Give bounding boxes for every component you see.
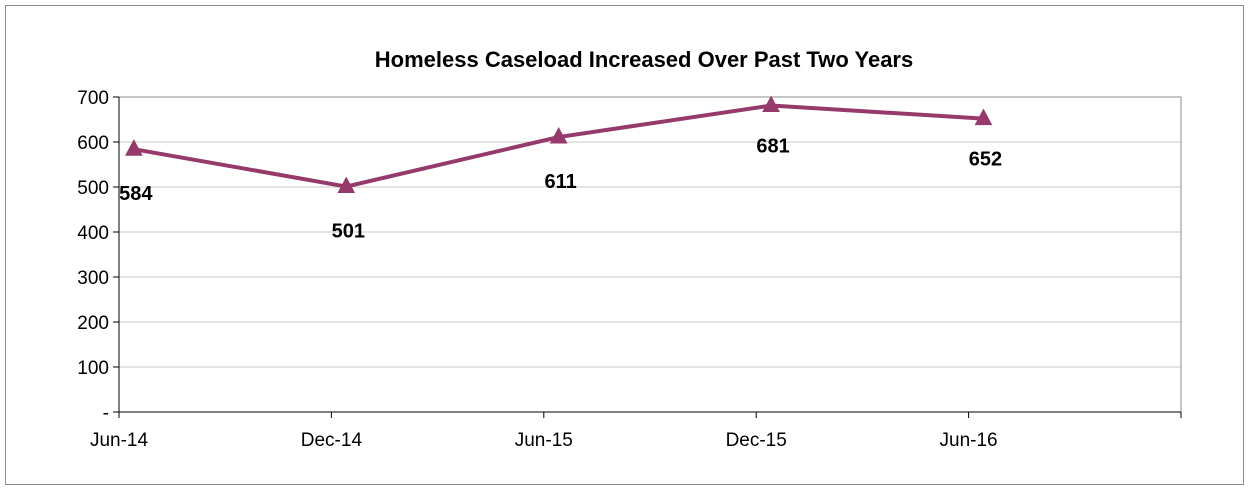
x-tick-label: Jun-14	[90, 430, 149, 451]
data-label: 584	[119, 183, 153, 205]
chart-frame	[5, 5, 1244, 485]
y-tick-label: 100	[77, 358, 109, 379]
series-layer	[125, 95, 993, 194]
y-tick-label: 400	[77, 223, 109, 244]
data-point-marker	[337, 176, 356, 194]
y-tick-label: 600	[77, 133, 109, 154]
data-label: 501	[332, 221, 365, 243]
data-label: 652	[969, 149, 1002, 171]
axes	[118, 96, 1182, 413]
y-tick-label: 700	[77, 88, 109, 109]
chart-title: Homeless Caseload Increased Over Past Tw…	[375, 47, 913, 72]
x-tick-label: Jun-16	[940, 430, 998, 451]
data-point-marker	[762, 95, 780, 113]
y-tick-label: 300	[77, 268, 109, 289]
data-point-marker	[974, 108, 993, 126]
y-tick-label: -	[103, 403, 109, 424]
x-axis-ticks: Jun-14 Dec-14 Jun-15 Dec-15 Jun-16	[90, 412, 1182, 451]
x-tick-label: Dec-14	[301, 430, 363, 451]
y-tick-label: 500	[77, 178, 109, 199]
x-tick-label: Jun-15	[515, 430, 573, 451]
x-tick-label: Dec-15	[726, 430, 787, 451]
y-axis-ticks: - 100 200 300 400 500 600 700	[77, 88, 119, 424]
data-label: 611	[545, 171, 577, 193]
data-point-marker	[125, 139, 143, 156]
y-tick-label: 200	[77, 313, 109, 334]
data-labels: 584 501 611 681 652	[119, 136, 1002, 243]
plot-area-border	[118, 96, 1182, 413]
gridlines	[119, 96, 1181, 368]
data-point-marker	[549, 126, 568, 144]
data-label: 681	[756, 136, 789, 158]
